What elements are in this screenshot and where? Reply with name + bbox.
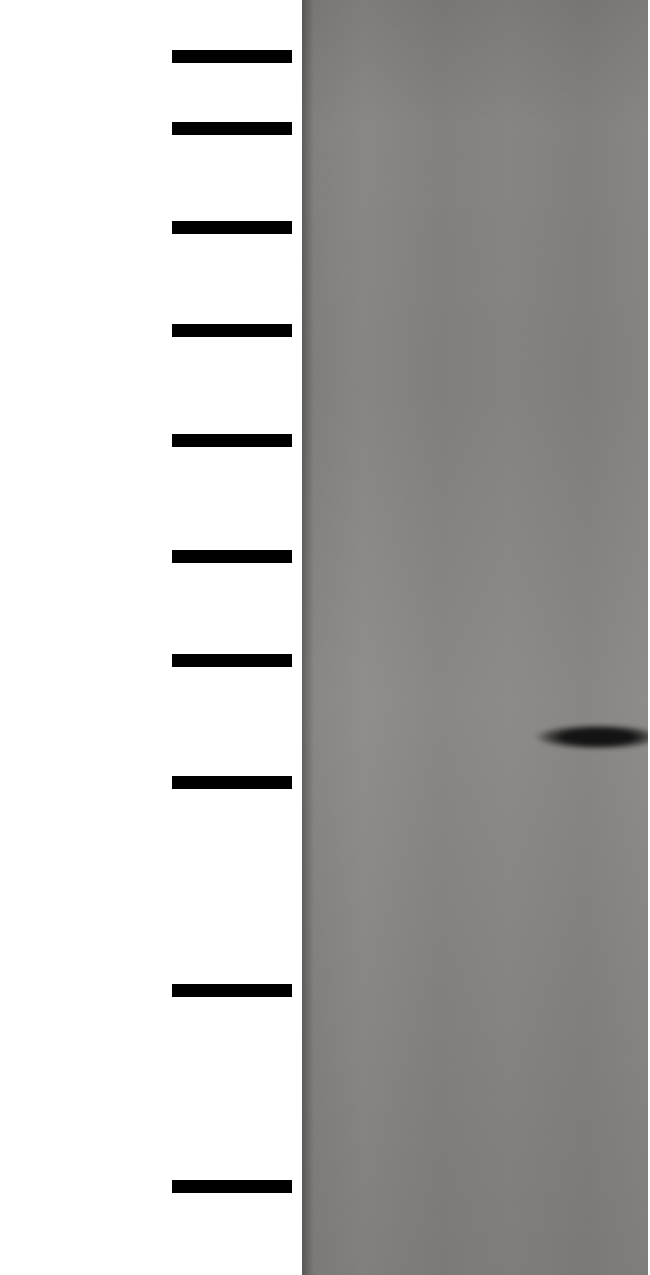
- mw-tick-100: [172, 221, 292, 234]
- mw-tick-10: [172, 1180, 292, 1193]
- mw-tick-35: [172, 654, 292, 667]
- mw-tick-15: [172, 984, 292, 997]
- western-blot: 17013010070554035251510: [0, 0, 650, 1275]
- mw-tick-70: [172, 324, 292, 337]
- membrane-noise-texture: [302, 0, 648, 1275]
- mw-tick-40: [172, 550, 292, 563]
- mw-tick-25: [172, 776, 292, 789]
- mw-tick-130: [172, 122, 292, 135]
- molecular-weight-ladder: 17013010070554035251510: [0, 0, 300, 1275]
- blot-membrane: [302, 0, 648, 1275]
- mw-tick-55: [172, 434, 292, 447]
- mw-tick-170: [172, 50, 292, 63]
